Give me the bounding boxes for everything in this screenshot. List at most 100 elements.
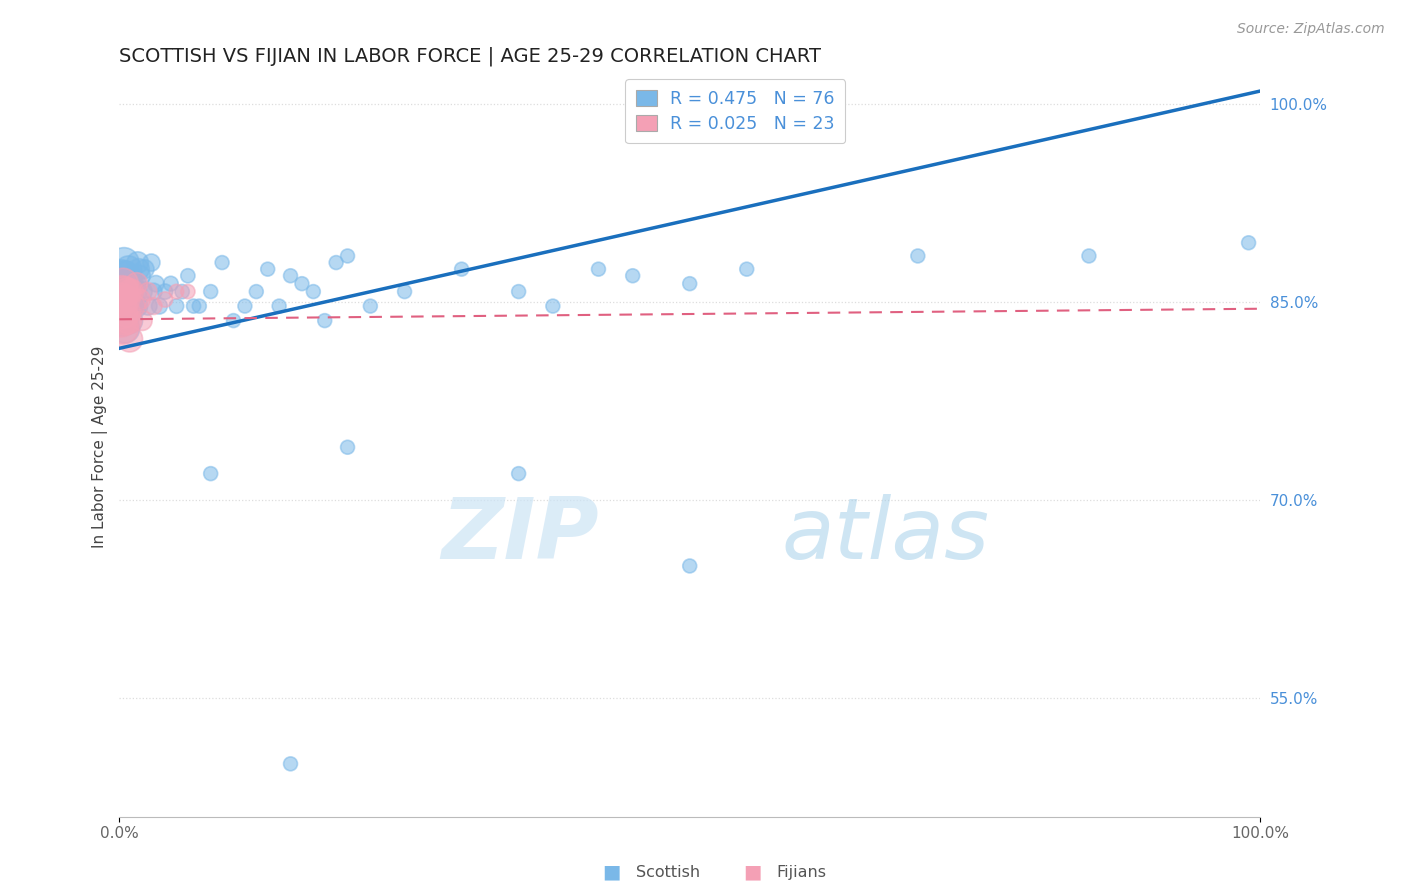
Point (112, 285, 135, 299)
Point (117, 285, 139, 299)
Point (907, 249, 929, 263)
Point (112, 255, 135, 269)
Point (269, 299, 291, 313)
Point (117, 313, 139, 327)
Point (110, 285, 132, 299)
Point (588, 262, 610, 277)
Point (129, 293, 152, 307)
Legend: R = 0.475   N = 76, R = 0.025   N = 23: R = 0.475 N = 76, R = 0.025 N = 23 (626, 79, 845, 144)
Point (679, 277, 702, 291)
Point (142, 285, 165, 299)
Point (117, 262, 139, 277)
Point (111, 285, 134, 299)
Point (111, 277, 134, 291)
Point (118, 332, 141, 346)
Y-axis label: In Labor Force | Age 25-29: In Labor Force | Age 25-29 (93, 346, 108, 549)
Point (200, 467, 222, 481)
Point (127, 255, 149, 269)
Point (280, 268, 302, 283)
Text: atlas: atlas (780, 494, 988, 577)
Point (115, 268, 138, 283)
Point (120, 299, 142, 313)
Point (118, 293, 141, 307)
Point (145, 277, 167, 291)
Point (172, 285, 194, 299)
Point (111, 321, 134, 335)
Point (148, 299, 170, 313)
Point (114, 299, 136, 313)
Point (115, 291, 138, 305)
Point (111, 285, 134, 299)
Point (111, 299, 134, 313)
Point (200, 285, 222, 299)
Point (111, 313, 134, 327)
Text: Scottish: Scottish (636, 865, 700, 880)
Point (1077, 249, 1099, 263)
Point (336, 440, 359, 454)
Point (621, 268, 644, 283)
Point (394, 285, 416, 299)
Point (177, 285, 200, 299)
Point (114, 293, 136, 307)
Point (111, 279, 134, 293)
Point (302, 285, 325, 299)
Point (141, 255, 163, 269)
Point (111, 306, 134, 320)
Point (541, 299, 564, 313)
Point (166, 285, 188, 299)
Text: ■: ■ (602, 863, 621, 882)
Point (117, 277, 139, 291)
Point (110, 277, 132, 291)
Point (679, 558, 702, 573)
Point (159, 277, 181, 291)
Point (128, 262, 150, 277)
Point (177, 268, 200, 283)
Point (183, 299, 205, 313)
Point (125, 299, 148, 313)
Point (131, 285, 153, 299)
Point (336, 249, 359, 263)
Point (153, 285, 176, 299)
Point (508, 285, 530, 299)
Point (120, 285, 142, 299)
Point (120, 285, 142, 299)
Point (222, 313, 245, 327)
Point (114, 321, 136, 335)
Point (136, 299, 159, 313)
Point (256, 262, 278, 277)
Point (117, 285, 139, 299)
Point (124, 285, 146, 299)
Point (121, 291, 143, 305)
Text: Fijians: Fijians (776, 865, 827, 880)
Point (114, 313, 136, 327)
Point (110, 293, 132, 307)
Point (114, 285, 136, 299)
Text: ZIP: ZIP (441, 494, 599, 577)
Point (245, 285, 267, 299)
Text: SCOTTISH VS FIJIAN IN LABOR FORCE | AGE 25-29 CORRELATION CHART: SCOTTISH VS FIJIAN IN LABOR FORCE | AGE … (120, 46, 821, 66)
Point (211, 255, 233, 269)
Point (142, 299, 165, 313)
Point (131, 313, 153, 327)
Point (115, 306, 138, 320)
Point (735, 262, 758, 277)
Point (153, 293, 176, 307)
Point (291, 277, 314, 291)
Point (450, 262, 472, 277)
Text: Source: ZipAtlas.com: Source: ZipAtlas.com (1237, 22, 1385, 37)
Point (325, 255, 347, 269)
Point (359, 299, 381, 313)
Point (118, 313, 141, 327)
Point (129, 268, 152, 283)
Point (134, 262, 156, 277)
Point (112, 268, 135, 283)
Point (1237, 235, 1260, 250)
Point (314, 313, 336, 327)
Point (110, 313, 132, 327)
Point (280, 756, 302, 771)
Point (110, 291, 132, 305)
Point (122, 299, 145, 313)
Point (122, 277, 145, 291)
Text: ■: ■ (742, 863, 762, 882)
Point (125, 277, 148, 291)
